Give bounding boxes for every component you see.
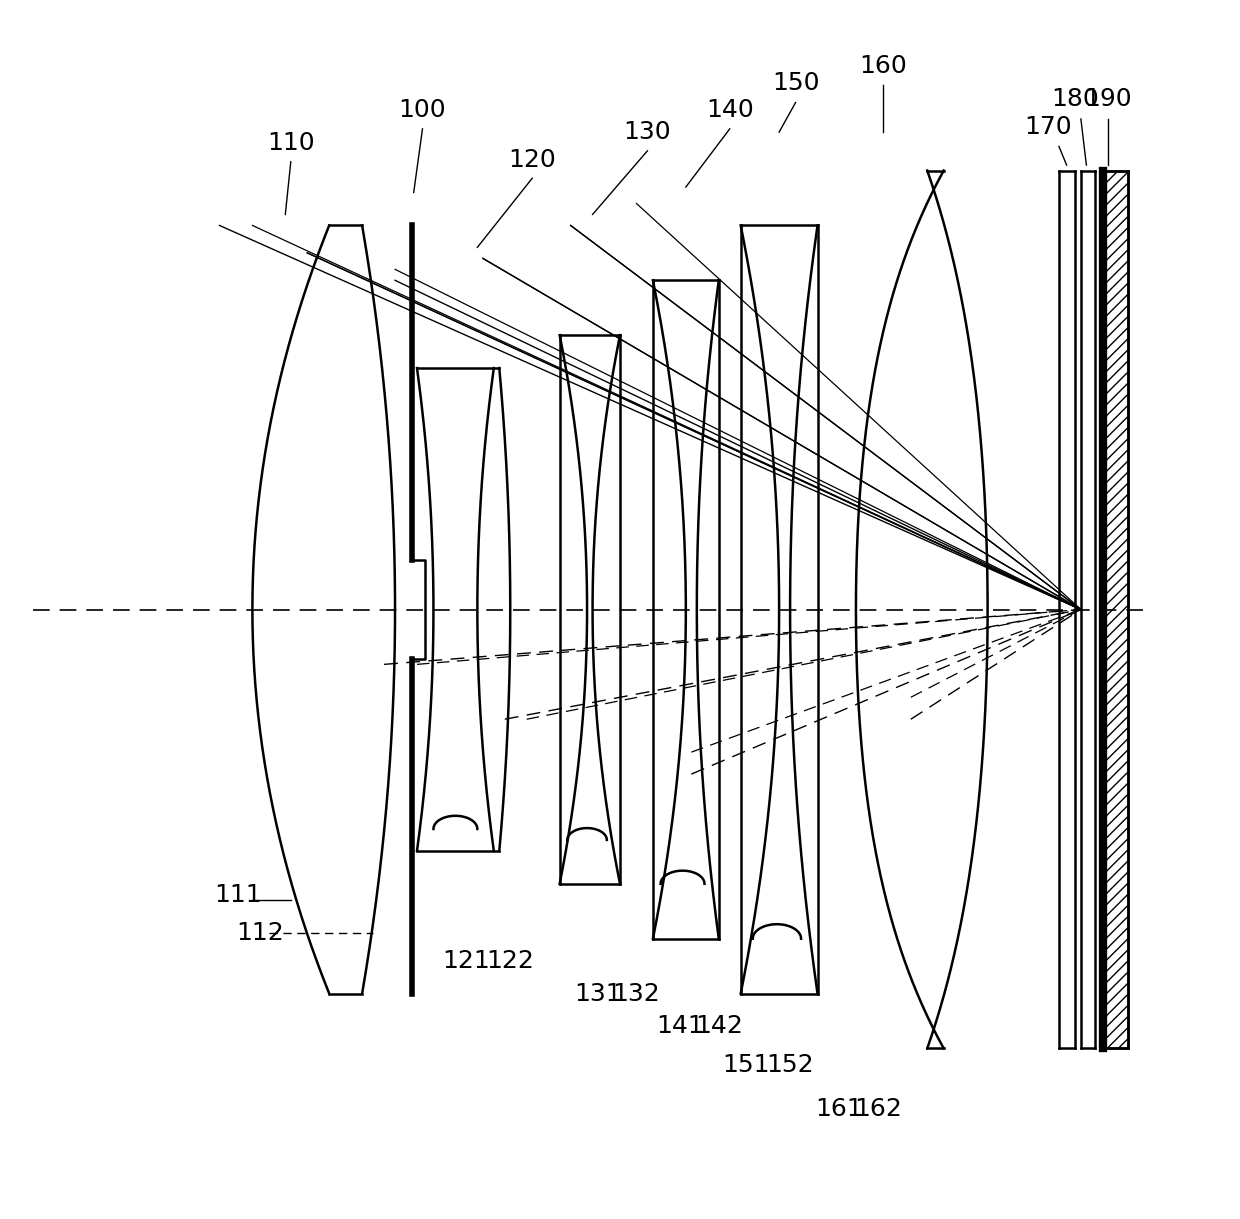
Bar <box>1102 171 1128 1048</box>
Text: 130: 130 <box>624 121 671 144</box>
Text: 122: 122 <box>486 948 534 973</box>
Text: 131: 131 <box>574 981 622 1006</box>
Text: 190: 190 <box>1085 88 1132 111</box>
Text: 160: 160 <box>859 55 908 78</box>
Text: 140: 140 <box>706 99 754 122</box>
Text: 162: 162 <box>854 1097 901 1120</box>
Text: 150: 150 <box>771 71 820 95</box>
Text: 180: 180 <box>1052 88 1100 111</box>
Text: 170: 170 <box>1024 115 1071 139</box>
Text: 110: 110 <box>267 132 315 155</box>
Text: 100: 100 <box>399 99 446 122</box>
Text: 121: 121 <box>443 948 490 973</box>
Text: 151: 151 <box>723 1053 770 1076</box>
Text: 120: 120 <box>508 147 556 172</box>
Text: 152: 152 <box>766 1053 813 1076</box>
Text: 141: 141 <box>656 1014 704 1039</box>
Text: 161: 161 <box>816 1097 863 1120</box>
Text: 132: 132 <box>613 981 661 1006</box>
Text: 142: 142 <box>694 1014 743 1039</box>
Text: 111: 111 <box>215 883 262 907</box>
Text: 112: 112 <box>236 922 284 945</box>
